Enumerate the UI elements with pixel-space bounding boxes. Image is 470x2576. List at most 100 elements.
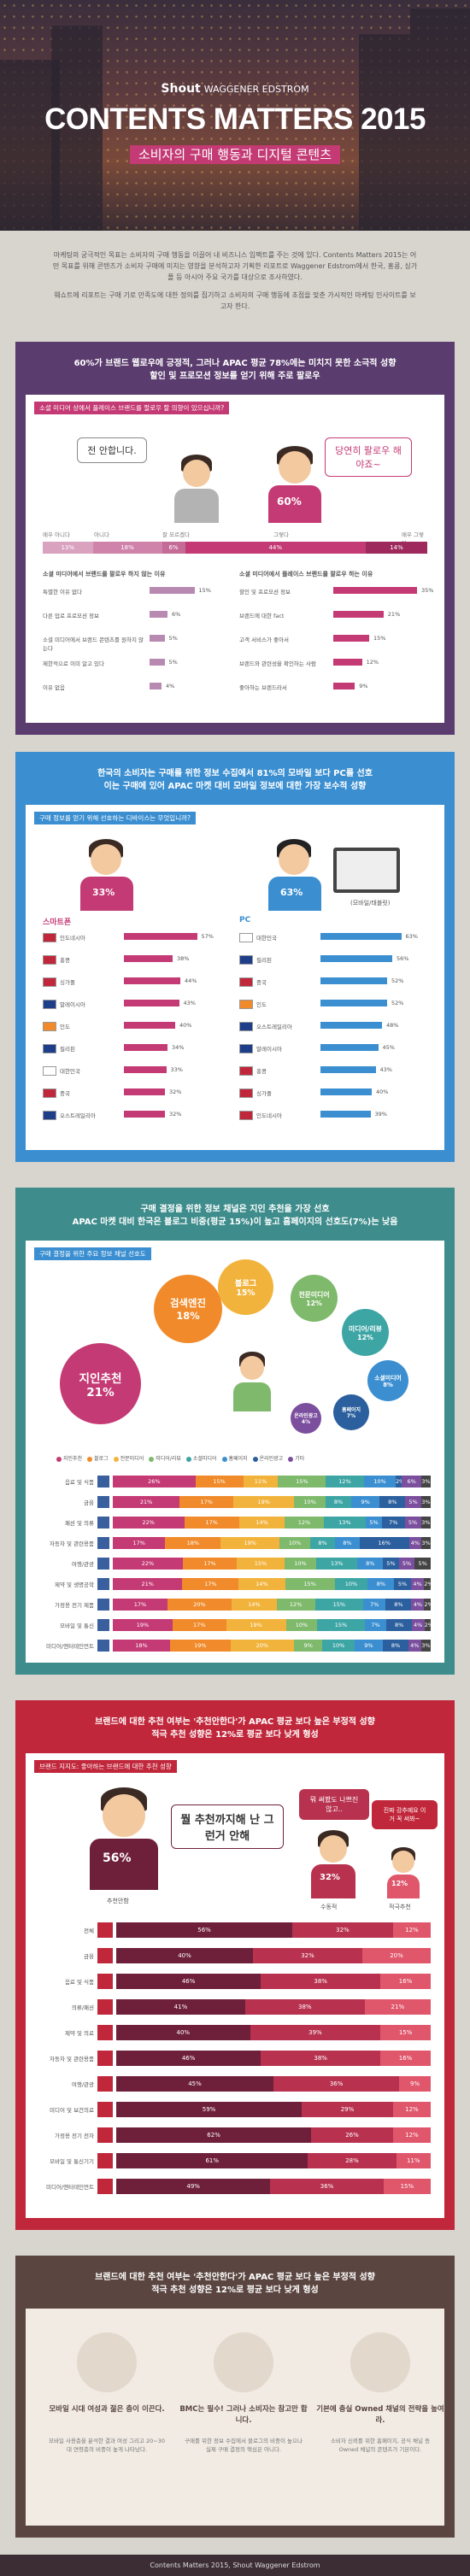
bubble-label: 미디어/리뷰 [349, 1324, 382, 1333]
reason-no-bar [150, 683, 162, 689]
bar-segment: 21% [113, 1496, 180, 1508]
bar-segment: 5% [414, 1558, 431, 1570]
country-flag-icon [239, 1088, 253, 1098]
stacked-bar: 45% 36% 9% [116, 2076, 431, 2092]
bar-segment: 59% [116, 2102, 303, 2117]
cap-small: 적극추천 [389, 1904, 411, 1910]
bar-segment: 11% [243, 1476, 279, 1488]
country-value: 32% [169, 1111, 182, 1118]
channel-row: 금융 21% 17% 19% 10% 8% 9% 8% 5% 3% [34, 1496, 436, 1508]
country-bar [124, 1000, 179, 1006]
category-icon [97, 1999, 113, 2015]
bar-segment: 40% [116, 2025, 250, 2040]
bar-segment: 17% [184, 1517, 240, 1529]
country-label: 필리핀 [256, 957, 272, 964]
reason-yes-label: 좋아하는 브랜드라서 [239, 684, 287, 691]
person-mid-icon: 32% [308, 1830, 359, 1898]
bar-segment: 18% [113, 1640, 170, 1652]
stacked-bar: 61% 28% 11% [116, 2153, 431, 2168]
insight-title: 기본에 충실 Owned 채널의 전략을 높여라. [316, 2405, 444, 2425]
country-value: 44% [185, 977, 197, 984]
country-bar [124, 977, 180, 984]
reason-no-value: 5% [168, 635, 178, 642]
bar-segment: 17% [113, 1537, 166, 1549]
legend-swatch [87, 1456, 93, 1462]
bubble-label: 전문미디어 [298, 1290, 330, 1299]
country-flag-icon [43, 1000, 56, 1009]
category-icon [97, 2025, 113, 2040]
bar-segment: 22% [113, 1558, 183, 1570]
section-channel: 구매 결정을 위한 정보 채널은 지인 추천을 가장 선호 APAC 마켓 대비 … [15, 1188, 455, 1675]
stacked-bar: 62% 26% 12% [116, 2127, 431, 2143]
bar-segment: 61% [116, 2153, 308, 2168]
bubble-label: 소셜미디어 [374, 1375, 402, 1382]
bar-segment: 45% [116, 2076, 273, 2092]
bar-segment: 38% [261, 2051, 381, 2066]
country-flag-icon [43, 1066, 56, 1076]
bar-segment: 17% [113, 1599, 167, 1611]
bubble-value: 12% [306, 1299, 322, 1307]
category-label: 가정용 전기 전자 [55, 2133, 94, 2139]
country-value: 48% [386, 1022, 399, 1029]
bar-segment: 32% [292, 1922, 393, 1938]
bar-segment: 3% [421, 1537, 431, 1549]
section-heading: 60%가 브랜드 웹로우에 긍정적, 그러나 APAC 평균 78%에는 미치지… [73, 359, 397, 381]
country-bar [320, 1044, 379, 1051]
cap-main: 추천안함 [107, 1898, 129, 1904]
bar-segment: 12% [285, 1517, 324, 1529]
bar-segment: 4% [411, 1619, 425, 1631]
bar-segment: 9% [399, 2076, 431, 2092]
page-subtitle: 소비자의 구매 행동과 디지털 콘텐츠 [0, 145, 470, 164]
country-flag-icon [239, 933, 253, 942]
insight-body: 소비자 신뢰를 위한 홈페이지, 공식 채널 등 Owned 채널의 콘텐츠가 … [330, 2438, 431, 2453]
bar-segment: 10% [284, 1558, 317, 1570]
category-icon [97, 1640, 109, 1652]
bar-segment: 39% [250, 2025, 381, 2040]
recommend-row: 가정용 전기 전자 62% 26% 12% [34, 2127, 436, 2143]
bar-segment: 6% [402, 1476, 421, 1488]
bar-segment: 5% [394, 1578, 411, 1590]
category-label: 여행/관광 [71, 1561, 94, 1568]
category-label: 자동차 및 관련용품 [50, 1540, 94, 1547]
bar-segment: 8% [326, 1496, 351, 1508]
reason-yes-label: 브랜드에 대한 fact [239, 613, 285, 619]
category-icon [97, 1599, 109, 1611]
speech-bubble-mid: 뭐 써봤도 나쁘진않고.. [299, 1789, 369, 1820]
channel-bubble: 미디어/리뷰 12% [342, 1309, 389, 1356]
country-bar [124, 933, 197, 940]
reason-no-value: 6% [172, 611, 181, 618]
reason-yes-bar [333, 611, 384, 618]
category-icon [97, 1619, 109, 1631]
country-label: 싱가폴 [60, 979, 75, 986]
bar-segment: 8% [379, 1496, 406, 1508]
stacked-bar: 40% 32% 20% [116, 1948, 431, 1963]
section-heading: 브랜드에 대한 추천 여부는 '추천안한다'가 APAC 평균 보다 높은 부정… [95, 2273, 375, 2295]
follow-card: 소셜 미디어 상에서 플레이스 브랜드를 팔로우 할 의향이 있으십니까? 전 … [26, 395, 444, 723]
bar-segment: 8% [383, 1640, 408, 1652]
bar-segment: 15% [383, 2179, 431, 2194]
country-bar [124, 955, 173, 962]
channel-bubble: 소셜미디어 8% [367, 1360, 408, 1401]
bar-segment: 12% [392, 1922, 431, 1938]
bar-segment: 5% [366, 1517, 383, 1529]
category-label: 의류/패션 [71, 2004, 94, 2011]
bar-segment: 7% [382, 1517, 405, 1529]
bar-segment: 5% [405, 1496, 421, 1508]
person-small-icon: 12% [385, 1847, 422, 1898]
intro-text: 마케팅의 궁극적인 목표는 소비자의 구매 행동을 이끌어 내 비즈니스 임팩트… [52, 251, 418, 310]
bar-segment: 49% [116, 2179, 271, 2194]
category-icon [97, 1578, 109, 1590]
category-icon [97, 2102, 113, 2117]
bar-segment: 62% [116, 2127, 312, 2143]
bar-segment: 38% [244, 1999, 365, 2015]
category-icon [97, 2153, 113, 2168]
bar-segment: 19% [226, 1619, 286, 1631]
bubble-label: 온라인광고 [294, 1413, 318, 1419]
country-label: 대한민국 [256, 935, 277, 942]
scale-bar: 13% 18% 6% 44% 14% [43, 542, 427, 554]
question-tag: 구매 결정을 위한 주요 정보 채널 선호도 [34, 1247, 151, 1260]
country-label: 필리핀 [60, 1046, 75, 1053]
category-icon [97, 1476, 109, 1488]
category-label: 모바일 및 통신기기 [50, 2158, 94, 2165]
bar-segment: 5% [398, 1558, 415, 1570]
